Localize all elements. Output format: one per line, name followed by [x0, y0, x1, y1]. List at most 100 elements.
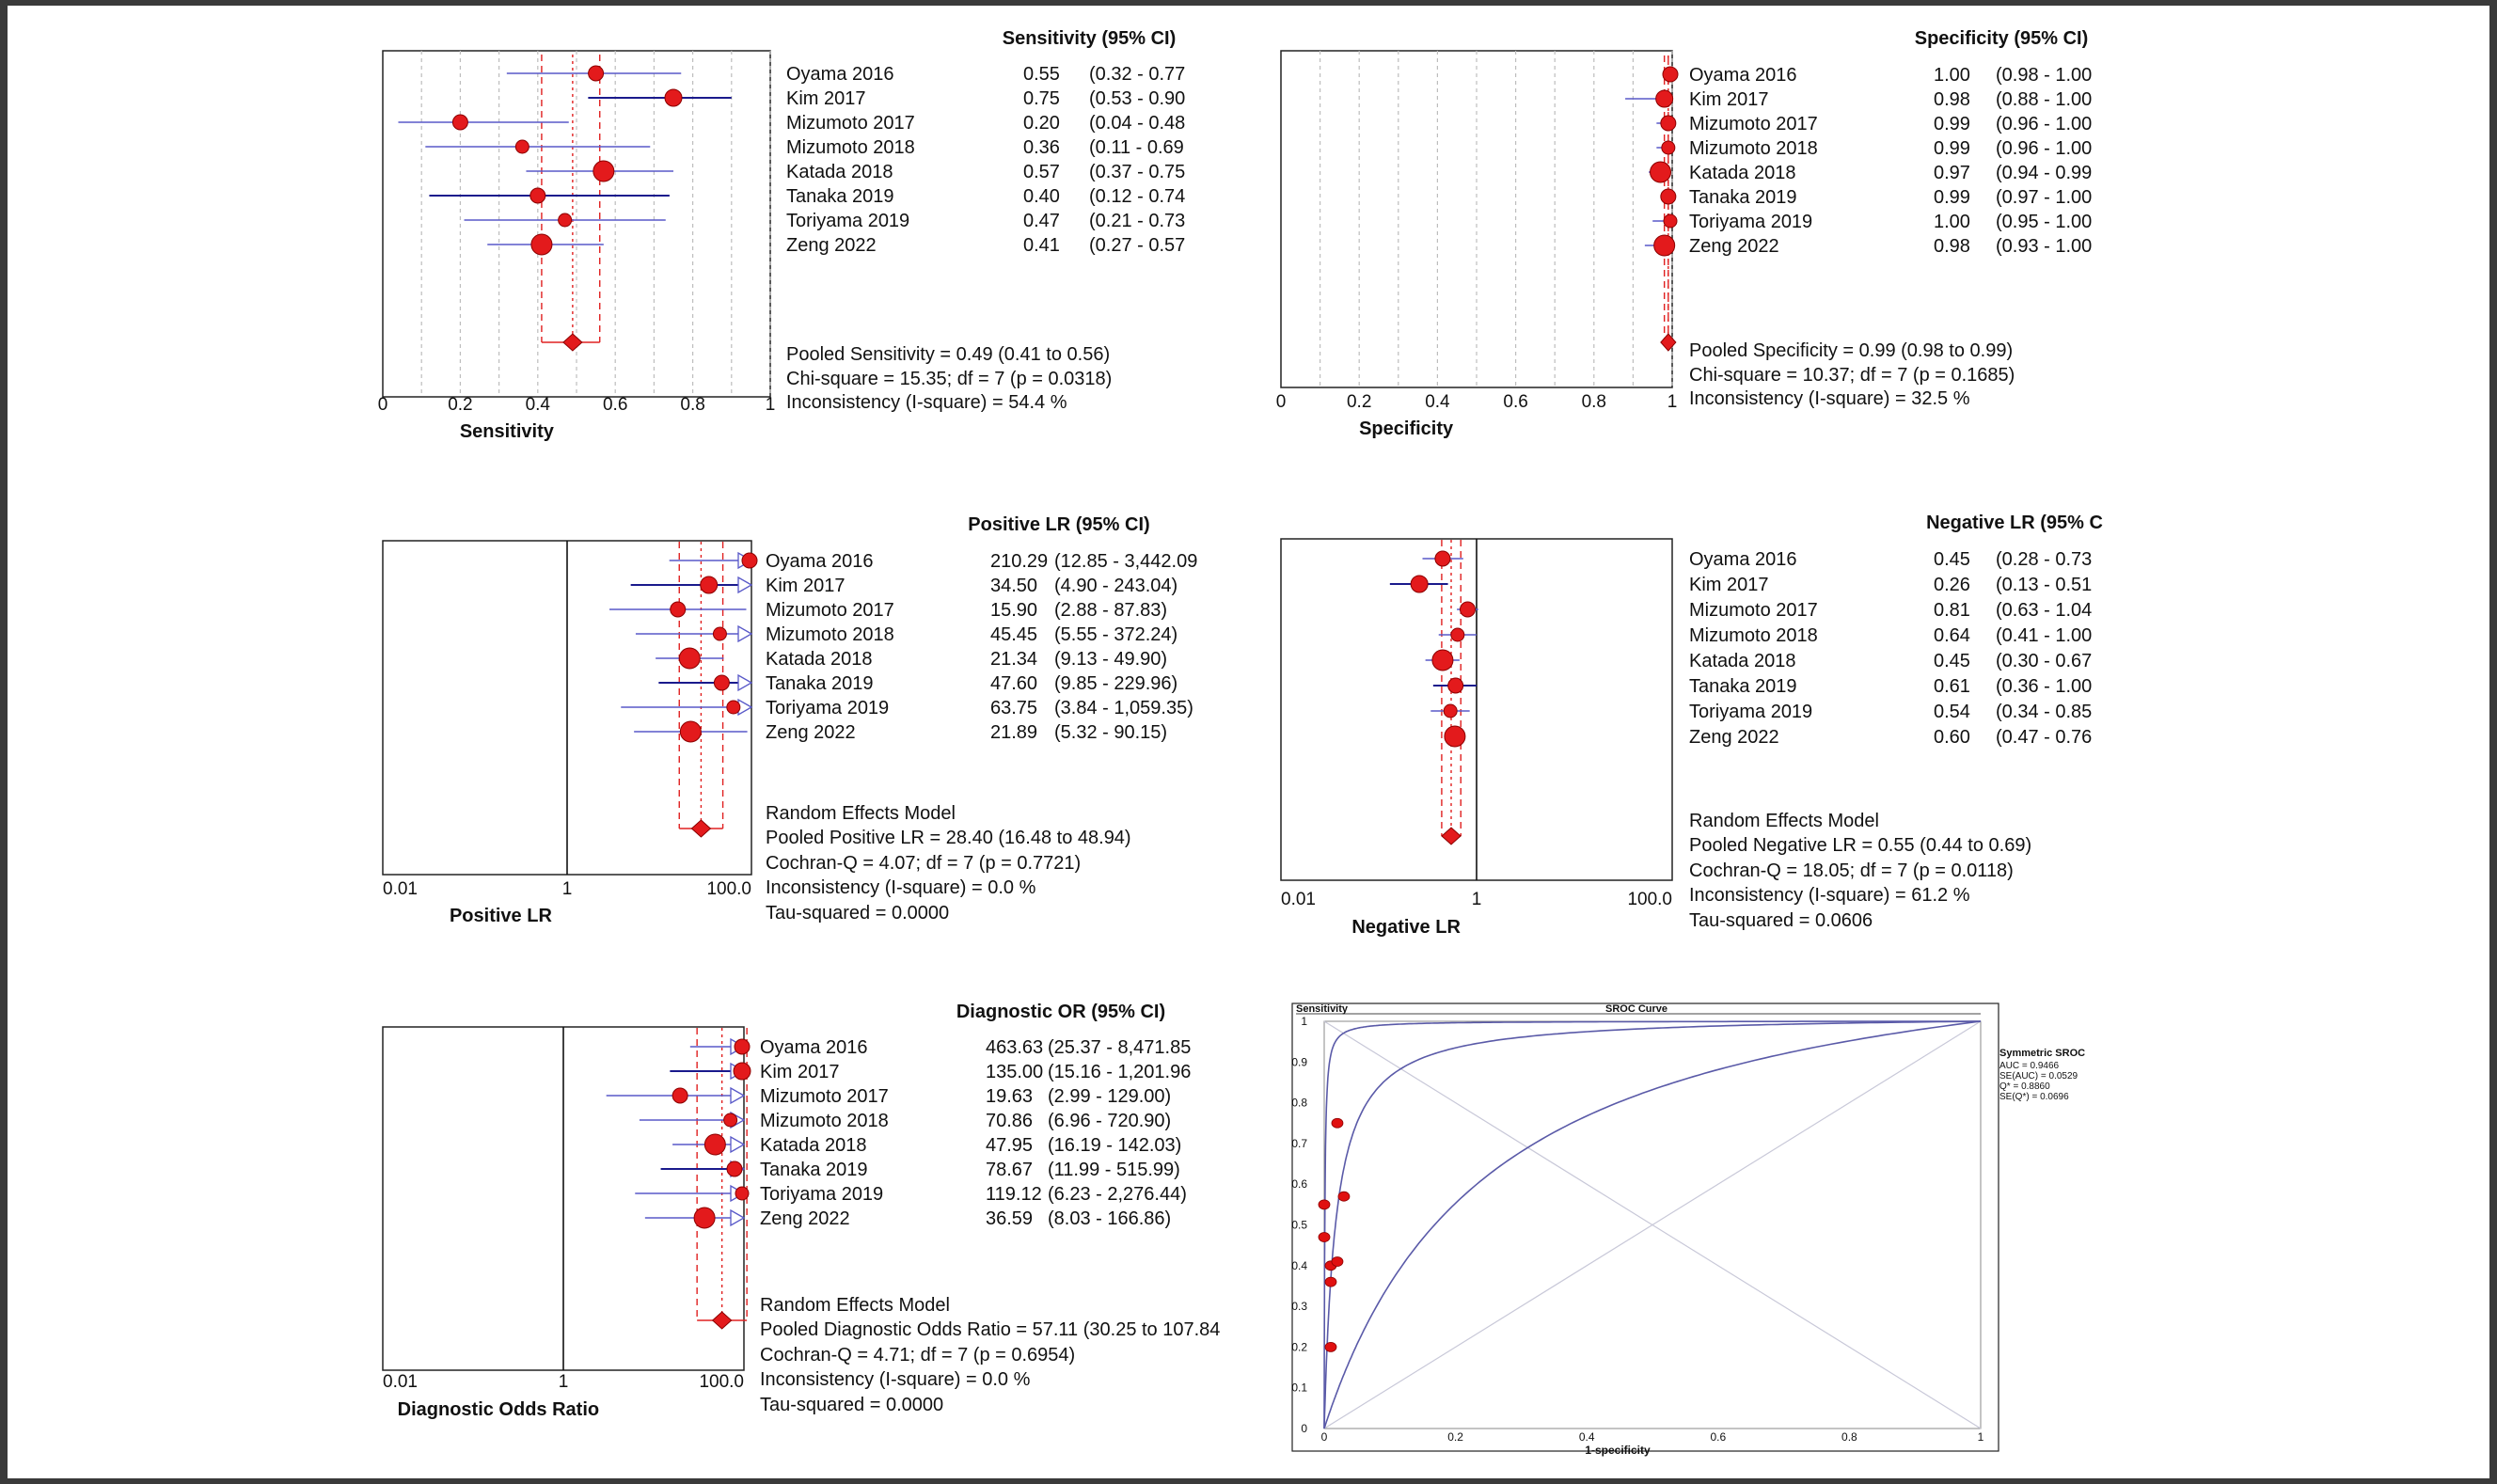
specificity-study-value: 1.00: [1934, 65, 1970, 86]
specificity-study-ci: (0.97 - 1.00: [1996, 187, 2092, 208]
plr-study-ci: (5.32 - 90.15): [1054, 722, 1167, 743]
specificity-tick-label: 0.2: [1347, 392, 1371, 412]
nlr-forest-plot: Oyama 2016 0.45 (0.28 - 0.73 Kim 2017 0.26 (0…: [1280, 513, 2103, 938]
sensitivity-axis-label: Sensitivity: [460, 421, 555, 442]
sroc-study-point: [1324, 1342, 1337, 1352]
sroc-legend-line: SE(AUC) = 0.0529: [1999, 1071, 2078, 1081]
dor-point-estimate: [723, 1113, 738, 1128]
plr-point-estimate: [713, 674, 730, 691]
dor-ci-arrow: [730, 1135, 746, 1154]
nlr-study-value: 0.81: [1934, 600, 1970, 621]
plr-point-estimate: [712, 626, 727, 641]
sensitivity-tick-label: 0.4: [526, 395, 551, 415]
dor-study-ci: (6.96 - 720.90): [1048, 1111, 1171, 1131]
plr-study-ci: (3.84 - 1,059.35): [1054, 698, 1193, 718]
specificity-tick-label: 0.8: [1582, 392, 1606, 412]
specificity-study-value: 0.99: [1934, 187, 1970, 208]
sroc-legend-line: AUC = 0.9466: [1999, 1061, 2060, 1071]
plr-summary-line: Inconsistency (I-square) = 0.0 %: [766, 877, 1036, 898]
nlr-summary-line: Cochran-Q = 18.05; df = 7 (p = 0.0118): [1689, 860, 2014, 881]
sroc-study-point: [1337, 1191, 1351, 1202]
nlr-title: Negative LR (95% C: [1926, 513, 2103, 533]
nlr-study-value: 0.45: [1934, 549, 1970, 570]
nlr-point-estimate: [1431, 649, 1454, 671]
sroc-plot: Sensitivity SROC Curve 0 0.2 0.4 0.6 0.8 1 0 0.1 0…: [1291, 1002, 2085, 1457]
nlr-study-name: Mizumoto 2018: [1689, 625, 1818, 646]
plr-study-value: 210.29: [990, 551, 1048, 572]
dor-study-name: Tanaka 2019: [760, 1160, 868, 1180]
plr-ci-arrow: [737, 673, 753, 692]
nlr-point-estimate: [1434, 550, 1451, 567]
sroc-y-tick-label: 0.9: [1291, 1055, 1307, 1068]
dor-point-estimate: [693, 1207, 716, 1229]
dor-title: Diagnostic OR (95% CI): [956, 1002, 1165, 1022]
dor-point-estimate: [703, 1133, 726, 1156]
dor-summary-line: Pooled Diagnostic Odds Ratio = 57.11 (30…: [760, 1319, 1220, 1340]
sensitivity-study-ci: (0.27 - 0.57: [1089, 235, 1185, 256]
sroc-study-point: [1331, 1256, 1344, 1267]
sensitivity-summary-line: Chi-square = 15.35; df = 7 (p = 0.0318): [786, 369, 1112, 389]
dor-study-value: 463.63: [986, 1037, 1043, 1058]
nlr-summary-line: Inconsistency (I-square) = 61.2 %: [1689, 885, 1970, 906]
dor-point-estimate: [672, 1087, 688, 1104]
plr-study-value: 45.45: [990, 624, 1037, 645]
sroc-y-tick-label: 0.5: [1291, 1219, 1307, 1232]
plr-forest-plot: Oyama 2016 210.29 (12.85 - 3,442.09 Kim 201…: [382, 514, 1197, 926]
plr-title: Positive LR (95% CI): [968, 514, 1149, 535]
sensitivity-summary-line: Inconsistency (I-square) = 54.4 %: [786, 392, 1067, 413]
sroc-study-point: [1318, 1199, 1331, 1210]
sroc-y-tick-label: 0.1: [1291, 1381, 1307, 1395]
dor-study-ci: (11.99 - 515.99): [1048, 1160, 1180, 1180]
specificity-summary-line: Pooled Specificity = 0.99 (0.98 to 0.99): [1689, 340, 2013, 361]
plr-ci-arrow: [737, 624, 753, 643]
sensitivity-study-name: Katada 2018: [786, 162, 893, 182]
nlr-study-name: Mizumoto 2017: [1689, 600, 1818, 621]
nlr-study-name: Oyama 2016: [1689, 549, 1797, 570]
plr-study-name: Zeng 2022: [766, 722, 856, 743]
specificity-study-name: Katada 2018: [1689, 163, 1795, 183]
nlr-study-value: 0.26: [1934, 575, 1970, 595]
sensitivity-tick-label: 0: [378, 395, 388, 415]
specificity-tick-label: 0.4: [1425, 392, 1450, 412]
sensitivity-study-value: 0.55: [1023, 64, 1060, 85]
nlr-study-name: Zeng 2022: [1689, 727, 1779, 748]
specificity-point-estimate: [1653, 234, 1676, 257]
plr-study-ci: (9.85 - 229.96): [1054, 673, 1177, 694]
dor-summary-line: Tau-squared = 0.0000: [760, 1395, 943, 1415]
specificity-study-ci: (0.88 - 1.00: [1996, 89, 2092, 110]
specificity-point-estimate: [1660, 115, 1677, 132]
sensitivity-study-value: 0.20: [1023, 113, 1060, 134]
sensitivity-pooled-diamond: [562, 333, 583, 352]
dor-point-estimate: [726, 1160, 743, 1177]
nlr-study-name: Tanaka 2019: [1689, 676, 1797, 697]
plr-study-name: Mizumoto 2018: [766, 624, 894, 645]
sensitivity-point-estimate: [529, 187, 546, 204]
nlr-summary-line: Tau-squared = 0.0606: [1689, 910, 1873, 931]
plr-point-estimate: [679, 720, 702, 743]
specificity-study-ci: (0.96 - 1.00: [1996, 138, 2092, 159]
sroc-study-point: [1324, 1276, 1337, 1287]
plr-tick-label: 0.01: [383, 879, 418, 899]
sensitivity-study-value: 0.57: [1023, 162, 1060, 182]
sroc-curve: [1323, 1020, 1982, 1429]
sensitivity-tick-label: 1: [766, 395, 776, 415]
sroc-outer-frame: [1291, 1002, 1999, 1452]
plr-point-estimate: [678, 647, 701, 670]
dor-study-value: 78.67: [986, 1160, 1033, 1180]
specificity-tick-label: 0.6: [1503, 392, 1527, 412]
specificity-study-name: Zeng 2022: [1689, 236, 1779, 257]
nlr-study-name: Katada 2018: [1689, 651, 1795, 671]
plr-study-name: Oyama 2016: [766, 551, 874, 572]
nlr-point-estimate: [1443, 703, 1458, 718]
plr-study-value: 47.60: [990, 673, 1037, 694]
nlr-study-value: 0.54: [1934, 702, 1970, 722]
specificity-study-ci: (0.95 - 1.00: [1996, 212, 2092, 232]
dor-tick-label: 1: [559, 1372, 569, 1392]
plr-study-name: Mizumoto 2017: [766, 600, 894, 621]
dor-study-name: Oyama 2016: [760, 1037, 868, 1058]
specificity-study-name: Tanaka 2019: [1689, 187, 1797, 208]
sensitivity-study-name: Tanaka 2019: [786, 186, 894, 207]
specificity-point-estimate: [1655, 89, 1674, 108]
dor-study-name: Katada 2018: [760, 1135, 866, 1156]
